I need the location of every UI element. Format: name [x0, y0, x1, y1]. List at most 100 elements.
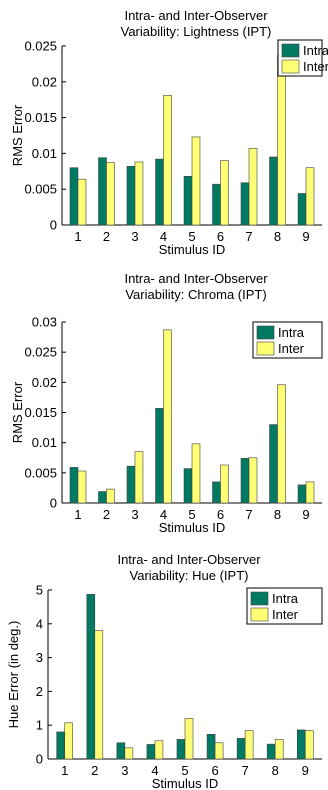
chart-title-line-2: Variability: Lightness (IPT) — [121, 24, 272, 39]
bar-inter-7 — [244, 730, 254, 760]
bar-intra-9 — [297, 484, 307, 504]
bar-inter-8 — [274, 739, 284, 760]
bar-inter-6 — [214, 742, 224, 760]
legend-swatch-intra — [256, 325, 275, 340]
bar-intra-4 — [155, 158, 164, 226]
bar-intra-3 — [126, 165, 136, 226]
legend-label-inter: Inter — [303, 59, 328, 74]
y-tick-label: 4 — [36, 616, 43, 631]
x-tick-label: 9 — [302, 763, 309, 778]
x-tick-label: 1 — [61, 763, 68, 778]
bar-intra-3 — [116, 742, 126, 760]
bar-intra-6 — [206, 734, 216, 760]
x-tick-label: 8 — [274, 507, 281, 522]
legend-label-intra: Intra — [272, 591, 299, 606]
x-tick-label: 9 — [302, 229, 309, 244]
bar-intra-8 — [269, 424, 278, 504]
bar-intra-8 — [269, 156, 278, 226]
legend-swatch-inter — [281, 59, 300, 74]
x-tick-label: 4 — [160, 507, 167, 522]
bar-inter-6 — [220, 160, 229, 226]
bar-intra-5 — [176, 739, 186, 760]
bar-inter-4 — [163, 329, 172, 504]
x-tick-label: 6 — [217, 507, 224, 522]
bar-inter-2 — [106, 488, 115, 504]
y-tick-label: 0.015 — [24, 110, 57, 125]
y-tick-label: 0.025 — [24, 345, 57, 360]
y-tick-label: 2 — [36, 684, 43, 699]
x-axis-label: Stimulus ID — [159, 242, 225, 257]
y-tick-label: 0.01 — [32, 146, 57, 161]
bar-inter-5 — [191, 136, 201, 226]
y-axis-label: RMS Error — [10, 381, 25, 443]
x-tick-label: 2 — [103, 507, 110, 522]
bar-intra-2 — [98, 157, 107, 226]
bar-inter-3 — [124, 747, 134, 760]
bar-intra-3 — [126, 465, 136, 504]
bar-intra-5 — [183, 468, 193, 504]
x-axis-label: Stimulus ID — [159, 520, 225, 535]
bar-inter-5 — [184, 718, 194, 760]
bar-inter-1 — [77, 178, 87, 226]
bar-intra-4 — [146, 744, 156, 760]
bar-inter-1 — [64, 722, 74, 760]
x-axis-label: Stimulus ID — [152, 776, 218, 790]
bar-inter-7 — [248, 148, 258, 226]
y-tick-label: 0.02 — [32, 375, 57, 390]
bar-inter-9 — [304, 730, 314, 760]
x-tick-label: 5 — [181, 763, 188, 778]
chart-title-line-2: Variability: Chroma (IPT) — [125, 287, 266, 302]
legend-swatch-inter — [256, 341, 275, 356]
bar-inter-3 — [134, 161, 144, 226]
y-tick-label: 0.01 — [32, 435, 57, 450]
legend-swatch-inter — [250, 607, 269, 622]
bar-inter-8 — [277, 384, 286, 504]
y-tick-label: 0.03 — [32, 315, 57, 330]
x-tick-label: 7 — [242, 763, 249, 778]
x-tick-label: 8 — [274, 229, 281, 244]
bar-inter-2 — [106, 162, 115, 226]
bar-intra-7 — [240, 458, 250, 504]
bar-intra-5 — [183, 176, 193, 226]
x-tick-label: 3 — [131, 229, 138, 244]
x-tick-label: 7 — [245, 229, 252, 244]
y-tick-label: 0 — [50, 496, 57, 511]
bar-intra-7 — [236, 738, 246, 760]
bar-intra-6 — [212, 481, 221, 504]
y-axis-label: Hue Error (in deg.) — [6, 621, 21, 729]
bar-inter-4 — [163, 95, 172, 226]
y-tick-label: 3 — [36, 650, 43, 665]
x-tick-label: 3 — [131, 507, 138, 522]
chart-title-line-2: Variability: Hue (IPT) — [130, 568, 249, 583]
y-axis-label: RMS Error — [10, 104, 25, 166]
bar-inter-5 — [191, 443, 201, 504]
legend-label-inter: Inter — [272, 607, 299, 622]
bar-intra-1 — [69, 167, 79, 226]
y-tick-label: 1 — [36, 718, 43, 733]
x-tick-label: 7 — [245, 507, 252, 522]
y-tick-label: 0.005 — [24, 182, 57, 197]
y-tick-label: 0 — [50, 218, 57, 233]
x-tick-label: 8 — [272, 763, 279, 778]
bar-intra-6 — [212, 183, 221, 226]
x-tick-label: 4 — [151, 763, 158, 778]
x-tick-label: 1 — [74, 507, 81, 522]
bar-intra-7 — [240, 182, 250, 226]
bar-inter-3 — [134, 451, 144, 504]
bar-intra-2 — [98, 491, 107, 504]
chart-title-line-1: Intra- and Inter-Observer — [124, 271, 268, 286]
bar-inter-7 — [248, 457, 258, 504]
legend-swatch-intra — [281, 43, 300, 58]
x-tick-label: 2 — [103, 229, 110, 244]
bar-intra-9 — [297, 193, 307, 226]
y-tick-label: 0.02 — [32, 74, 57, 89]
x-tick-label: 6 — [211, 763, 218, 778]
legend-label-inter: Inter — [278, 341, 305, 356]
bar-intra-2 — [86, 594, 96, 760]
